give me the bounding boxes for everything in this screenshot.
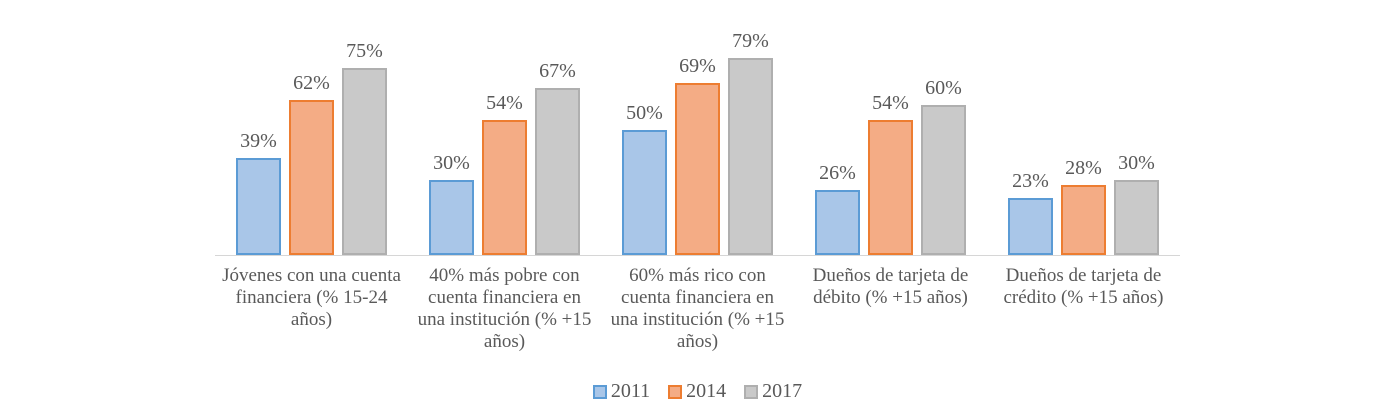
bar-2014 — [1061, 185, 1106, 255]
bar-cell: 75% — [342, 39, 387, 255]
bar-2011 — [236, 157, 281, 255]
bar-2014 — [482, 120, 527, 255]
legend-label: 2011 — [610, 380, 651, 402]
bar-2017 — [921, 105, 966, 255]
value-label: 30% — [1118, 152, 1155, 174]
category-group: 39% 62% 75% — [215, 0, 408, 255]
category-label: 40% más pobre con cuenta financiera en u… — [417, 265, 592, 352]
bar-cell: 23% — [1008, 169, 1053, 255]
value-label: 39% — [240, 129, 277, 152]
plot-area: 39% 62% 75% 30% 54% 67% 50% 69% 79% 26% 54% 60% 23% 2… — [215, 0, 1180, 256]
grouped-bar-chart: 39% 62% 75% 30% 54% 67% 50% 69% 79% 26% 54% 60% 23% 2… — [215, 0, 1180, 414]
bar-2017 — [535, 87, 580, 255]
legend-swatch-2011 — [592, 384, 607, 399]
bar-2011 — [622, 130, 667, 255]
category-label: Dueños de tarjeta de crédito (% +15 años… — [1003, 265, 1164, 308]
legend-item-2014: 2014 — [668, 380, 726, 403]
legend-swatch-2017 — [744, 384, 759, 399]
bar-cell: 30% — [429, 152, 474, 255]
value-label: 23% — [1012, 169, 1049, 192]
value-label: 60% — [925, 77, 962, 99]
bar-cell: 79% — [728, 29, 773, 255]
category-label: Dueños de tarjeta de débito (% +15 años) — [812, 265, 969, 308]
legend-label: 2014 — [686, 380, 727, 402]
legend-swatch-2014 — [668, 384, 683, 399]
bar-2014 — [675, 82, 720, 255]
category-axis-labels: Jóvenes con una cuenta financiera (% 15-… — [215, 265, 1180, 353]
bar-cell: 28% — [1061, 157, 1106, 255]
bar-2011 — [815, 190, 860, 255]
category-group: 23% 28% 30% — [987, 0, 1180, 255]
value-label: 69% — [679, 54, 716, 77]
category-group: 30% 54% 67% — [408, 0, 601, 255]
bar-cell: 26% — [815, 162, 860, 255]
bar-cell: 54% — [868, 92, 913, 255]
legend-item-2017: 2017 — [744, 380, 802, 403]
bar-2017 — [1114, 180, 1159, 255]
bar-cell: 39% — [236, 129, 281, 255]
value-label: 75% — [346, 39, 383, 62]
value-label: 67% — [539, 59, 576, 82]
value-label: 30% — [433, 152, 470, 174]
bar-cell: 50% — [622, 102, 667, 255]
bar-2014 — [289, 100, 334, 255]
value-label: 54% — [872, 92, 909, 114]
legend-item-2011: 2011 — [592, 380, 651, 403]
bar-cell: 62% — [289, 72, 334, 255]
bar-cell: 69% — [675, 54, 720, 255]
value-label: 62% — [293, 72, 330, 94]
bar-cell: 60% — [921, 77, 966, 255]
bar-cell: 67% — [535, 59, 580, 255]
value-label: 54% — [486, 92, 523, 114]
value-label: 26% — [819, 162, 856, 184]
bar-cell: 54% — [482, 92, 527, 255]
bar-cell: 30% — [1114, 152, 1159, 255]
legend: 2011 2014 2017 — [215, 380, 1180, 403]
category-group: 50% 69% 79% — [601, 0, 794, 255]
value-label: 28% — [1065, 157, 1102, 179]
bar-2011 — [1008, 197, 1053, 255]
category-group: 26% 54% 60% — [794, 0, 987, 255]
category-label: Jóvenes con una cuenta financiera (% 15-… — [222, 265, 401, 330]
legend-label: 2017 — [762, 380, 803, 402]
bar-2014 — [868, 120, 913, 255]
category-label: 60% más rico con cuenta financiera en un… — [610, 265, 785, 352]
bar-2017 — [342, 67, 387, 255]
bar-2017 — [728, 57, 773, 255]
value-label: 79% — [732, 29, 769, 52]
bar-2011 — [429, 180, 474, 255]
value-label: 50% — [626, 102, 663, 124]
